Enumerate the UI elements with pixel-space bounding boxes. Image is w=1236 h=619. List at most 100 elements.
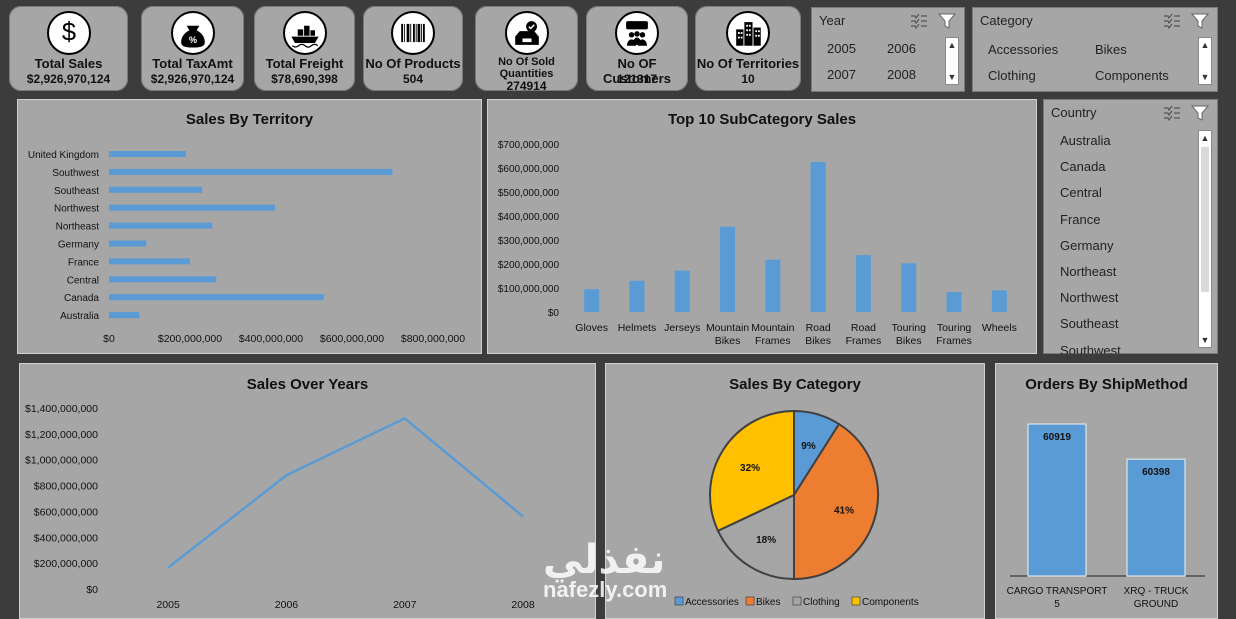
category-slicer-title: Category bbox=[980, 13, 1033, 28]
slicer-item-components[interactable]: Components bbox=[1095, 68, 1169, 83]
y-tick-label: $0 bbox=[86, 584, 98, 596]
territory-bar-chart: United Kingdom Southwest Southeast Northwes… bbox=[28, 150, 465, 345]
scroll-down-icon[interactable]: ▼ bbox=[947, 72, 957, 82]
scroll-up-icon[interactable]: ▲ bbox=[1200, 40, 1210, 50]
chart-title: Sales By Category bbox=[729, 376, 861, 393]
category-slicer-scrollbar[interactable]: ▲ ▼ bbox=[1198, 37, 1212, 85]
pie-data-label: 41% bbox=[834, 506, 854, 517]
subcategory-bar bbox=[855, 255, 871, 312]
legend-swatch bbox=[851, 596, 861, 606]
kpi-label: Total Freight bbox=[265, 56, 344, 71]
x-tick-label: $0 bbox=[103, 333, 115, 345]
slicer-item-southeast[interactable]: Southeast bbox=[1060, 316, 1119, 332]
year-slicer[interactable]: Year 2005 2006 2007 2008 ▲ ▼ bbox=[811, 7, 965, 92]
x-tick-label: Mountain bbox=[751, 322, 794, 334]
x-tick-label: Frames bbox=[846, 335, 882, 347]
slicer-item-germany[interactable]: Germany bbox=[1060, 237, 1114, 253]
country-slicer[interactable]: Country Australia Canada Central France Germ… bbox=[1043, 99, 1218, 354]
territory-label: Canada bbox=[64, 293, 99, 304]
territory-label: Southwest bbox=[52, 168, 99, 179]
x-tick-label: CARGO TRANSPORT bbox=[1007, 586, 1108, 597]
scroll-thumb[interactable] bbox=[1201, 147, 1209, 292]
territory-bar bbox=[109, 258, 190, 265]
kpi-card-no-of-products: No Of Products 504 bbox=[363, 6, 463, 91]
slicer-item-northwest[interactable]: Northwest bbox=[1060, 290, 1119, 306]
kpi-value: 504 bbox=[402, 72, 424, 86]
customers-icon bbox=[615, 11, 659, 55]
slicer-item-2008[interactable]: 2008 bbox=[887, 67, 916, 82]
slicer-item-northeast[interactable]: Northeast bbox=[1060, 264, 1117, 279]
y-tick-label: $200,000,000 bbox=[34, 558, 98, 570]
bar-data-label: 60398 bbox=[1142, 467, 1170, 478]
x-tick-label: 2005 bbox=[156, 599, 180, 611]
territory-bar bbox=[109, 151, 186, 157]
slicer-header-icons bbox=[1164, 105, 1210, 122]
x-tick-label: Wheels bbox=[982, 322, 1017, 334]
kpi-card-total-taxamt: % Total TaxAmt $2,926,970,124 bbox=[141, 6, 244, 91]
subcategory-bar bbox=[765, 259, 781, 312]
clear-filter-icon[interactable] bbox=[1190, 13, 1210, 29]
x-tick-label: 5 bbox=[1054, 599, 1060, 610]
category-slicer[interactable]: Category Accessories Bikes Clothing Comp… bbox=[972, 7, 1218, 92]
pie-slice-components bbox=[709, 409, 795, 533]
territory-bar bbox=[109, 240, 147, 247]
territory-label: Central bbox=[67, 275, 99, 286]
legend-swatch bbox=[792, 596, 802, 606]
slicer-item-2007[interactable]: 2007 bbox=[827, 67, 856, 82]
chart-title: Sales By Territory bbox=[185, 111, 314, 128]
y-tick-label: $400,000,000 bbox=[498, 212, 560, 223]
multi-select-icon[interactable] bbox=[911, 13, 927, 30]
subcategory-bar bbox=[810, 162, 826, 312]
territory-label: Northwest bbox=[54, 204, 99, 215]
shipmethod-bar-chart: 60919 CARGO TRANSPORT 5 60398 XRQ - TRUCK GRO… bbox=[1007, 423, 1205, 610]
kpi-value: $2,926,970,124 bbox=[26, 72, 111, 86]
scroll-up-icon[interactable]: ▲ bbox=[947, 40, 957, 50]
territory-bar bbox=[109, 186, 203, 193]
territory-label: France bbox=[68, 257, 100, 268]
clear-filter-icon[interactable] bbox=[937, 13, 957, 29]
pie-slice-clothing bbox=[716, 493, 795, 581]
clear-filter-icon[interactable] bbox=[1190, 105, 1210, 121]
legend-swatch bbox=[674, 596, 684, 606]
slicer-item-australia[interactable]: Australia bbox=[1060, 133, 1111, 148]
y-tick-label: $1,000,000,000 bbox=[25, 455, 98, 467]
multi-select-icon[interactable] bbox=[1164, 13, 1180, 30]
sales-line-chart: $0 $200,000,000 $400,000,000 $600,000,000 $8… bbox=[25, 403, 535, 611]
slicer-item-clothing[interactable]: Clothing bbox=[988, 68, 1036, 83]
y-tick-label: $200,000,000 bbox=[498, 260, 560, 271]
x-tick-label: Touring bbox=[892, 322, 927, 334]
year-slicer-scrollbar[interactable]: ▲ ▼ bbox=[945, 37, 959, 85]
scroll-down-icon[interactable]: ▼ bbox=[1200, 72, 1210, 82]
y-tick-label: $400,000,000 bbox=[34, 532, 98, 544]
slicer-item-accessories[interactable]: Accessories bbox=[988, 42, 1059, 57]
kpi-label: No Of Products bbox=[365, 56, 461, 71]
kpi-value: 10 bbox=[741, 72, 755, 86]
pie-data-label: 32% bbox=[740, 463, 760, 474]
slicer-item-bikes[interactable]: Bikes bbox=[1095, 42, 1127, 57]
x-tick-label: Mountain bbox=[706, 322, 749, 334]
slicer-item-france[interactable]: France bbox=[1060, 211, 1101, 227]
territory-label: Southeast bbox=[54, 186, 99, 197]
scroll-down-icon[interactable]: ▼ bbox=[1200, 335, 1210, 345]
multi-select-icon[interactable] bbox=[1164, 105, 1180, 122]
x-tick-label: GROUND bbox=[1134, 599, 1178, 610]
slicer-item-central[interactable]: Central bbox=[1060, 185, 1102, 201]
subcategory-bar bbox=[901, 263, 917, 312]
scroll-up-icon[interactable]: ▲ bbox=[1200, 133, 1210, 143]
subcategory-bar-chart: $0 $100,000,000 $200,000,000 $300,000,000 $4… bbox=[498, 140, 1017, 347]
slicer-item-2006[interactable]: 2006 bbox=[887, 41, 916, 56]
country-slicer-scrollbar[interactable]: ▲ ▼ bbox=[1198, 130, 1212, 348]
territory-label: Germany bbox=[58, 240, 99, 251]
legend-label: Bikes bbox=[756, 597, 780, 608]
sales-by-territory-panel: Sales By Territory United Kingdom Southwe… bbox=[17, 99, 482, 354]
slicer-item-canada[interactable]: Canada bbox=[1060, 159, 1106, 175]
kpi-value: $78,690,398 bbox=[271, 72, 338, 86]
x-tick-label: Frames bbox=[936, 335, 972, 347]
x-tick-label: Bikes bbox=[805, 335, 831, 347]
watermark: نفذلي nafezly.com bbox=[543, 538, 667, 602]
slicer-item-southwest[interactable]: Southwest bbox=[1060, 342, 1121, 354]
slicer-header-icons bbox=[911, 13, 957, 30]
slicer-item-2005[interactable]: 2005 bbox=[827, 41, 856, 56]
x-tick-label: $600,000,000 bbox=[320, 333, 384, 345]
box-check-icon bbox=[504, 11, 549, 55]
